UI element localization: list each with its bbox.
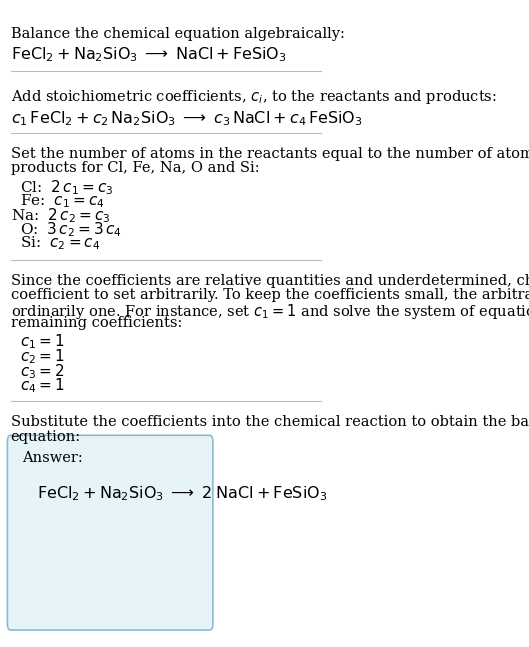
Text: Since the coefficients are relative quantities and underdetermined, choose a: Since the coefficients are relative quan… bbox=[11, 274, 529, 288]
Text: Balance the chemical equation algebraically:: Balance the chemical equation algebraica… bbox=[11, 27, 344, 41]
Text: $c_4 = 1$: $c_4 = 1$ bbox=[20, 377, 65, 395]
Text: Si: $\;c_2 = c_4$: Si: $\;c_2 = c_4$ bbox=[20, 234, 101, 252]
Text: Set the number of atoms in the reactants equal to the number of atoms in the: Set the number of atoms in the reactants… bbox=[11, 148, 529, 161]
Text: Cl: $\;2\,c_1 = c_3$: Cl: $\;2\,c_1 = c_3$ bbox=[20, 178, 114, 197]
Text: coefficient to set arbitrarily. To keep the coefficients small, the arbitrary va: coefficient to set arbitrarily. To keep … bbox=[11, 288, 529, 302]
Text: Fe: $\;c_1 = c_4$: Fe: $\;c_1 = c_4$ bbox=[20, 192, 105, 210]
Text: $\mathrm{FeCl_2 + Na_2SiO_3 \;\longrightarrow\; NaCl + FeSiO_3}$: $\mathrm{FeCl_2 + Na_2SiO_3 \;\longright… bbox=[11, 46, 287, 65]
Text: $c_2 = 1$: $c_2 = 1$ bbox=[20, 347, 65, 366]
FancyBboxPatch shape bbox=[7, 435, 213, 630]
Text: Na: $\;2\,c_2 = c_3$: Na: $\;2\,c_2 = c_3$ bbox=[11, 206, 110, 225]
Text: $c_1\,\mathrm{FeCl_2} + c_2\,\mathrm{Na_2SiO_3} \;\longrightarrow\; c_3\,\mathrm: $c_1\,\mathrm{FeCl_2} + c_2\,\mathrm{Na_… bbox=[11, 109, 362, 127]
Text: remaining coefficients:: remaining coefficients: bbox=[11, 316, 182, 330]
Text: equation:: equation: bbox=[11, 430, 81, 444]
Text: ordinarily one. For instance, set $c_1 = 1$ and solve the system of equations fo: ordinarily one. For instance, set $c_1 =… bbox=[11, 302, 529, 321]
Text: products for Cl, Fe, Na, O and Si:: products for Cl, Fe, Na, O and Si: bbox=[11, 161, 259, 175]
Text: Substitute the coefficients into the chemical reaction to obtain the balanced: Substitute the coefficients into the che… bbox=[11, 415, 529, 430]
Text: $c_3 = 2$: $c_3 = 2$ bbox=[20, 362, 65, 380]
Text: Add stoichiometric coefficients, $c_i$, to the reactants and products:: Add stoichiometric coefficients, $c_i$, … bbox=[11, 89, 497, 107]
Text: Answer:: Answer: bbox=[22, 451, 83, 465]
Text: $c_1 = 1$: $c_1 = 1$ bbox=[20, 333, 65, 351]
Text: O: $\;3\,c_2 = 3\,c_4$: O: $\;3\,c_2 = 3\,c_4$ bbox=[20, 220, 122, 239]
Text: $\mathrm{FeCl_2 + Na_2SiO_3 \;\longrightarrow\; 2\;NaCl + FeSiO_3}$: $\mathrm{FeCl_2 + Na_2SiO_3 \;\longright… bbox=[37, 485, 327, 503]
